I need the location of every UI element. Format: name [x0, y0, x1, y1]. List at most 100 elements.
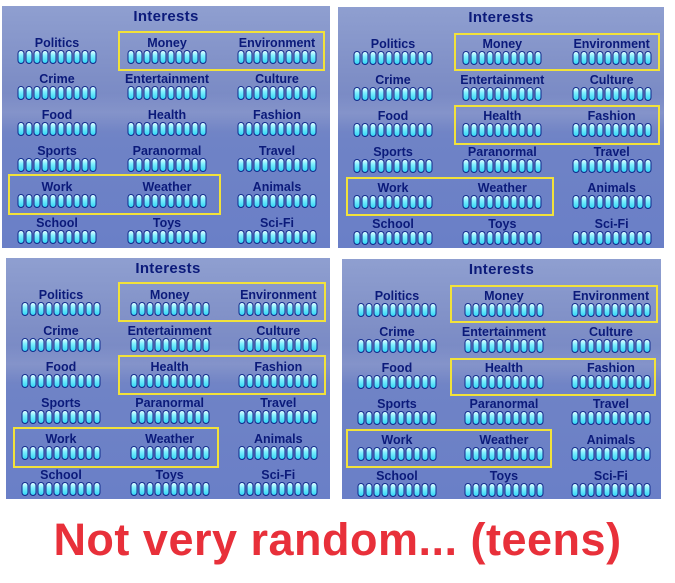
level-pip: [401, 195, 409, 209]
interest-label: Sci-Fi: [261, 468, 296, 482]
level-pip: [502, 231, 510, 245]
level-pip: [413, 447, 421, 461]
level-pip: [635, 375, 643, 389]
level-pip: [49, 194, 57, 208]
interest-level-meter: [571, 303, 651, 317]
level-pip: [636, 123, 644, 137]
level-pip: [627, 411, 635, 425]
interest-money: Money: [117, 288, 223, 322]
interest-level-meter: [127, 122, 207, 136]
level-pip: [628, 231, 636, 245]
level-pip: [21, 302, 29, 316]
interest-level-meter: [357, 339, 437, 353]
level-pip: [536, 447, 544, 461]
level-pip: [619, 303, 627, 317]
level-pip: [472, 447, 480, 461]
level-pip: [159, 86, 167, 100]
level-pip: [417, 195, 425, 209]
level-pip: [373, 447, 381, 461]
level-pip: [135, 50, 143, 64]
level-pip: [496, 483, 504, 497]
level-pip: [635, 483, 643, 497]
level-pip: [580, 51, 588, 65]
interest-school: School: [344, 469, 450, 499]
level-pip: [293, 158, 301, 172]
level-pip: [269, 158, 277, 172]
level-pip: [29, 482, 37, 496]
level-pip: [293, 122, 301, 136]
level-pip: [518, 123, 526, 137]
level-pip: [143, 230, 151, 244]
level-pip: [603, 375, 611, 389]
level-pip: [25, 194, 33, 208]
interest-level-meter: [17, 86, 97, 100]
level-pip: [17, 230, 25, 244]
interest-fashion: Fashion: [224, 108, 330, 142]
interest-paranormal: Paranormal: [114, 144, 220, 178]
level-pip: [357, 483, 365, 497]
level-pip: [286, 338, 294, 352]
level-pip: [401, 87, 409, 101]
level-pip: [202, 446, 210, 460]
interest-sci-fi: Sci-Fi: [558, 469, 661, 499]
level-pip: [579, 339, 587, 353]
level-pip: [294, 410, 302, 424]
level-pip: [389, 447, 397, 461]
level-pip: [246, 410, 254, 424]
level-pip: [21, 446, 29, 460]
level-pip: [73, 86, 81, 100]
level-pip: [512, 303, 520, 317]
level-pip: [520, 447, 528, 461]
level-pip: [596, 51, 604, 65]
level-pip: [595, 303, 603, 317]
level-pip: [579, 411, 587, 425]
level-pip: [401, 231, 409, 245]
level-pip: [603, 447, 611, 461]
level-pip: [397, 483, 405, 497]
level-pip: [33, 230, 41, 244]
level-pip: [89, 122, 97, 136]
interests-panel-1: Interests Politics Money Environment Crime E…: [2, 6, 330, 248]
level-pip: [146, 338, 154, 352]
level-pip: [41, 158, 49, 172]
level-pip: [138, 410, 146, 424]
level-pip: [536, 483, 544, 497]
level-pip: [162, 374, 170, 388]
level-pip: [496, 375, 504, 389]
interest-level-meter: [571, 411, 651, 425]
interest-sports: Sports: [4, 144, 110, 178]
level-pip: [262, 302, 270, 316]
level-pip: [470, 51, 478, 65]
level-pip: [186, 482, 194, 496]
interest-label: Sports: [41, 396, 81, 410]
level-pip: [21, 338, 29, 352]
level-pip: [405, 303, 413, 317]
level-pip: [65, 194, 73, 208]
level-pip: [377, 123, 385, 137]
level-pip: [486, 159, 494, 173]
level-pip: [421, 303, 429, 317]
level-pip: [135, 122, 143, 136]
level-pip: [73, 194, 81, 208]
level-pip: [253, 86, 261, 100]
level-pip: [397, 447, 405, 461]
level-pip: [93, 482, 101, 496]
level-pip: [486, 195, 494, 209]
level-pip: [413, 375, 421, 389]
level-pip: [151, 86, 159, 100]
level-pip: [635, 447, 643, 461]
level-pip: [65, 50, 73, 64]
level-pip: [65, 230, 73, 244]
level-pip: [619, 375, 627, 389]
level-pip: [587, 339, 595, 353]
highlight-box-money-environment: [454, 33, 660, 71]
level-pip: [170, 482, 178, 496]
level-pip: [238, 410, 246, 424]
level-pip: [389, 339, 397, 353]
level-pip: [520, 339, 528, 353]
level-pip: [373, 303, 381, 317]
level-pip: [237, 194, 245, 208]
level-pip: [270, 446, 278, 460]
level-pip: [528, 303, 536, 317]
level-pip: [53, 374, 61, 388]
